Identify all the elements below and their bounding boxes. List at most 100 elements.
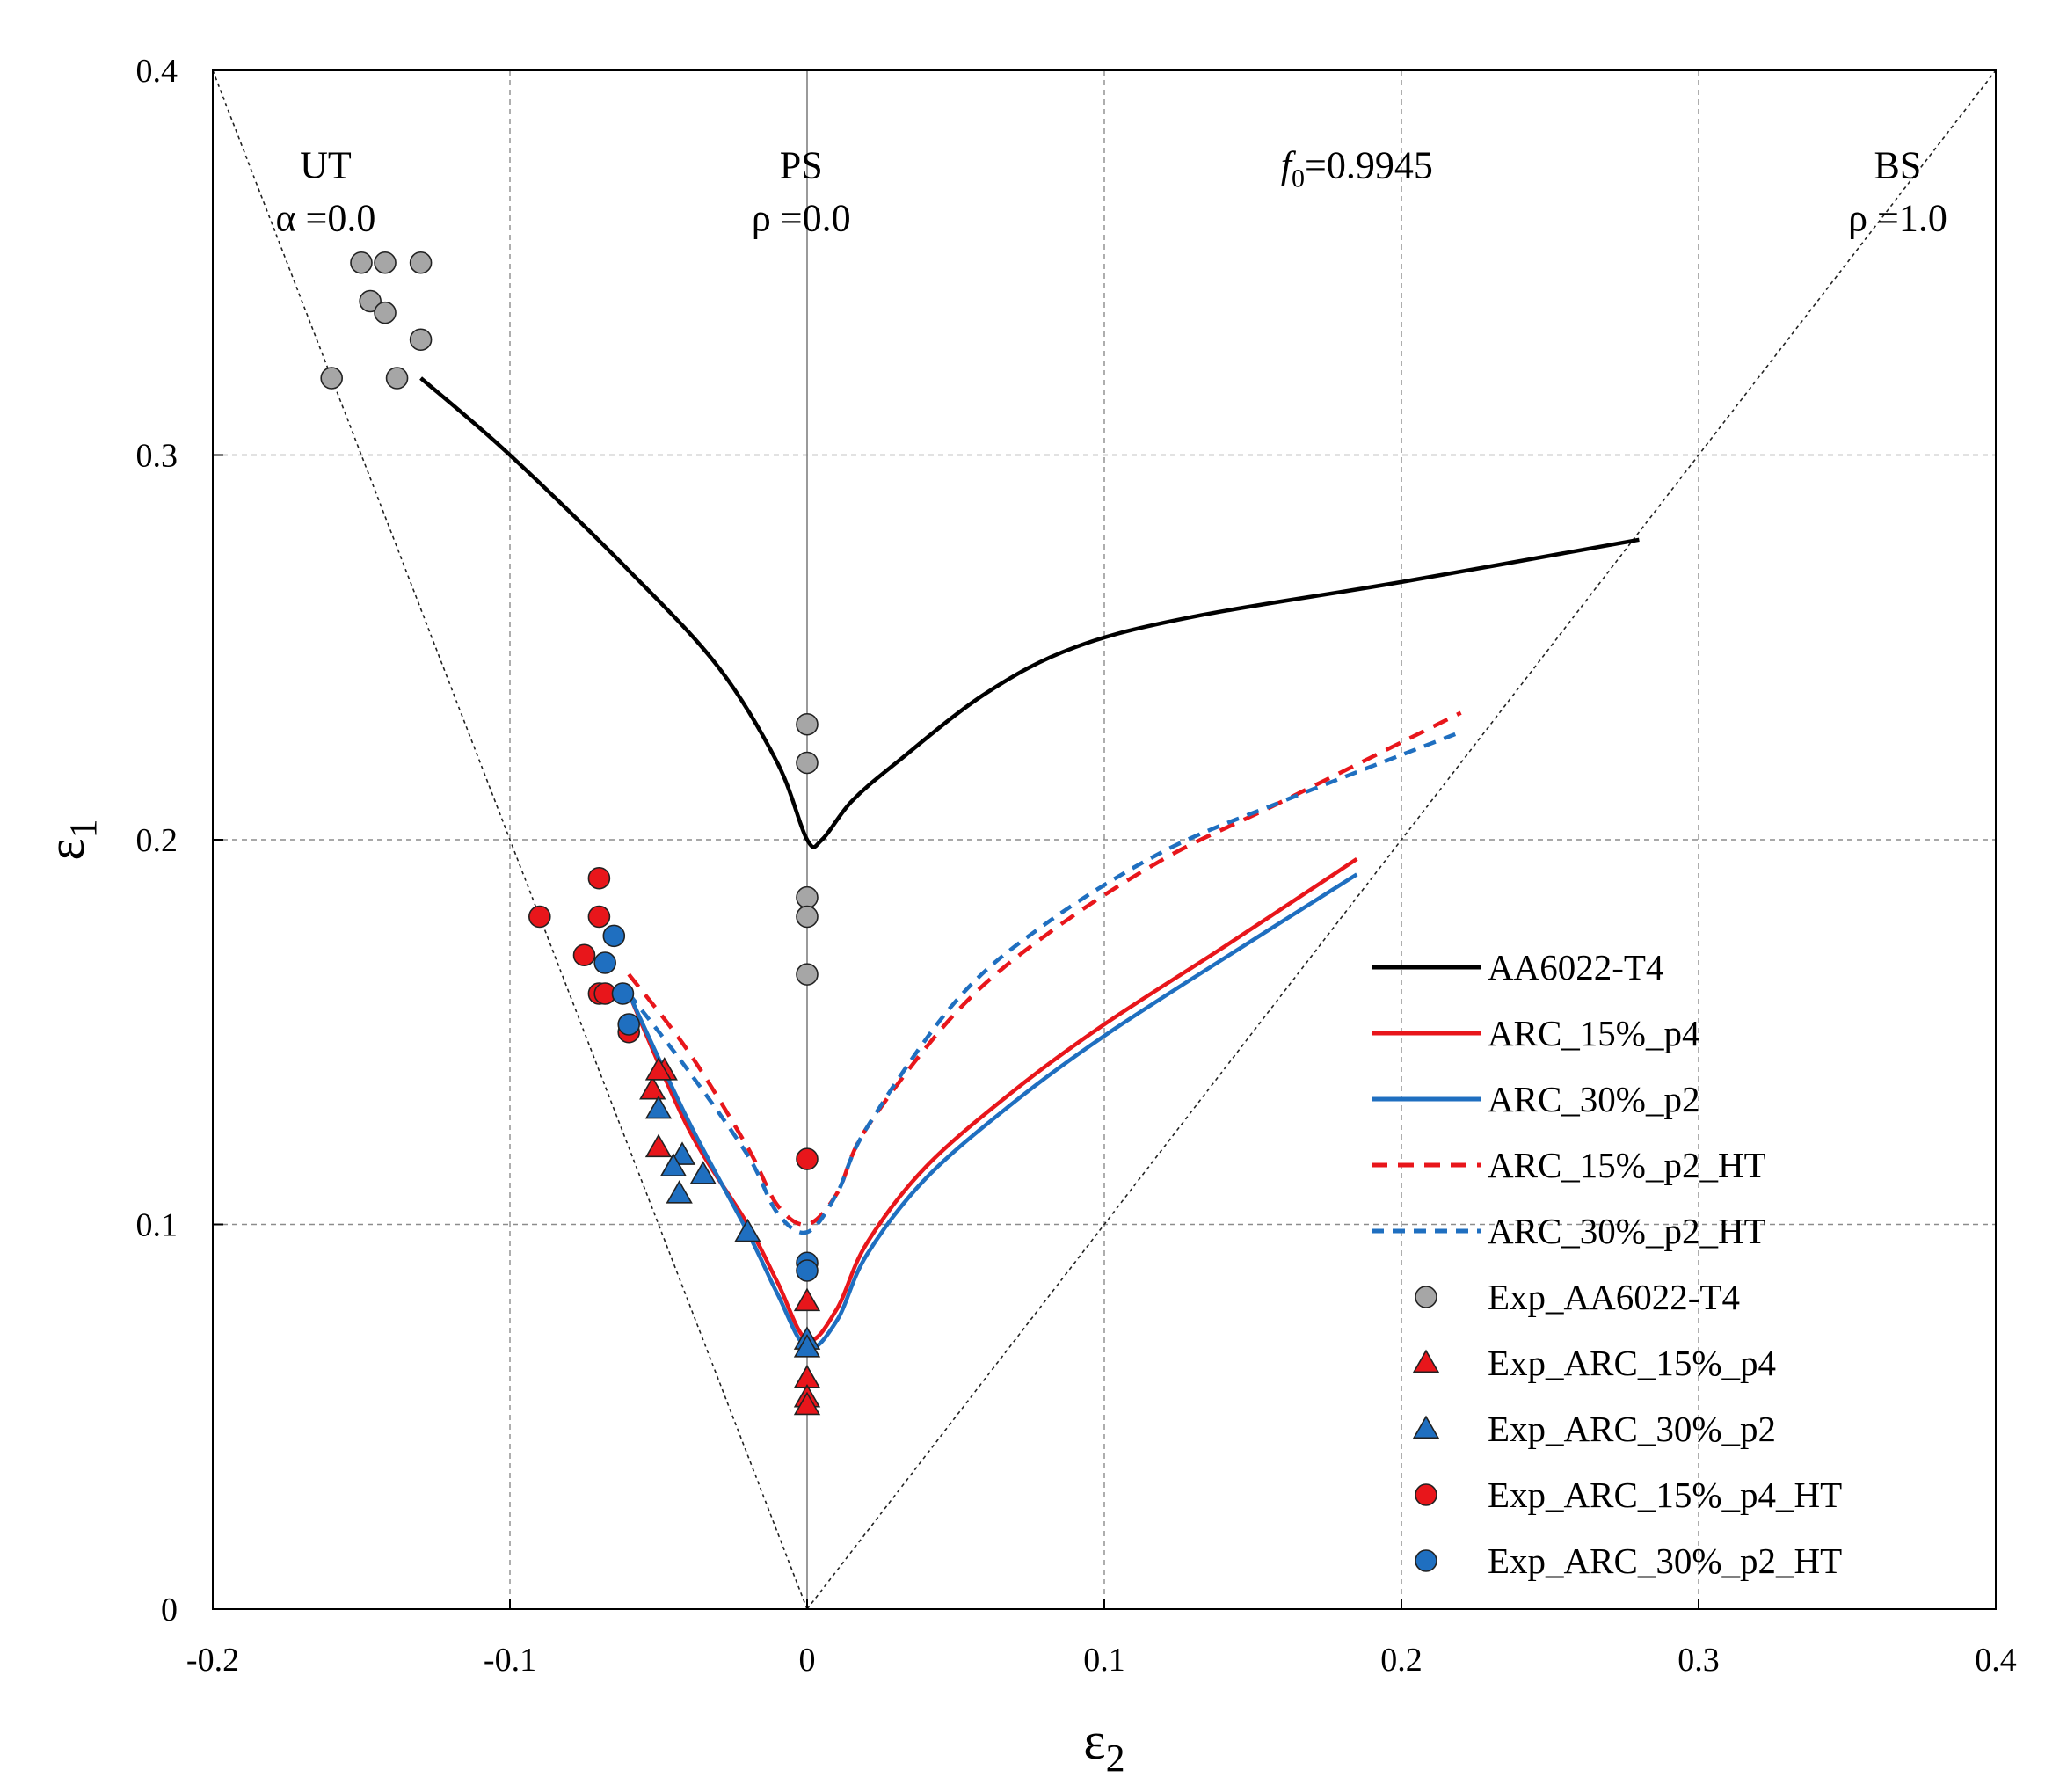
- data-point: [644, 1057, 673, 1081]
- legend-swatch-marker: [1415, 1483, 1437, 1506]
- data-point: [689, 1161, 717, 1184]
- legend-label: ARC_30%_p2: [1488, 1079, 1699, 1119]
- x-tick-label: 0.4: [1975, 1642, 2017, 1679]
- legend-label: ARC_15%_p2_HT: [1488, 1145, 1766, 1185]
- data-point: [796, 905, 819, 929]
- data-point: [611, 982, 635, 1005]
- biaxial-stretch-line: [806, 69, 1997, 1610]
- data-point: [374, 251, 397, 274]
- x-tick-label: -0.1: [484, 1642, 536, 1679]
- legend-item-arc-30pct-p2: ARC_30%_p2: [1372, 1079, 1699, 1119]
- data-point: [639, 1075, 666, 1100]
- legend-item-exp-arc-30pct-p2: Exp_ARC_30%_p2: [1412, 1409, 1776, 1449]
- legend-item-exp-aa6022-t4: Exp_AA6022-T4: [1415, 1277, 1740, 1317]
- data-point: [644, 1095, 673, 1119]
- data-point: [793, 1334, 821, 1358]
- data-point: [796, 712, 819, 736]
- series-points-exp-arc-30pct-p2-ht: [593, 924, 819, 1282]
- data-point: [385, 367, 409, 390]
- data-point: [796, 885, 819, 909]
- x-tick-label: -0.2: [186, 1642, 239, 1679]
- annotation-line: UT: [300, 144, 352, 187]
- data-point: [409, 251, 433, 274]
- data-point: [572, 943, 596, 967]
- data-point: [659, 1153, 688, 1177]
- series-line-aa6022-t4: [419, 376, 1640, 849]
- y-axis-title-main: ε: [37, 838, 95, 860]
- legend-item-arc-15pct-p4: ARC_15%_p4: [1372, 1013, 1699, 1053]
- x-tick-label: 0.2: [1380, 1642, 1423, 1679]
- annotation-ps: PS ρ =0.0: [752, 144, 851, 240]
- annotation-line: BS: [1874, 144, 1922, 187]
- legend-swatch-marker: [1415, 1549, 1437, 1572]
- axis-ticks: -0.2 -0.1 0 0.1 0.2 0.3 0.4 0 0.1 0.2 0.3 0.4: [136, 53, 2017, 1679]
- data-point: [666, 1180, 693, 1204]
- annotation-line: ρ =0.0: [752, 197, 851, 240]
- y-tick-label: 0: [161, 1592, 178, 1628]
- legend-swatch-marker: [1412, 1415, 1440, 1439]
- legend-item-arc-30pct-p2-ht: ARC_30%_p2_HT: [1372, 1211, 1766, 1251]
- annotation-bs: BS ρ =1.0: [1848, 144, 1947, 240]
- data-point: [796, 1147, 819, 1170]
- legend-label: Exp_AA6022-T4: [1488, 1277, 1740, 1317]
- annotation-ut: UT α =0.0: [276, 144, 376, 240]
- series-points-exp-arc-30pct-p2: [644, 1095, 821, 1358]
- legend-item-exp-arc-15pct-p4-ht: Exp_ARC_15%_p4_HT: [1415, 1475, 1842, 1515]
- data-point: [796, 1259, 819, 1282]
- y-tick-label: 0.2: [136, 822, 178, 859]
- x-axis-title-sub: 2: [1106, 1737, 1125, 1780]
- x-axis-title: ε2: [1083, 1712, 1124, 1780]
- legend-item-exp-arc-30pct-p2-ht: Exp_ARC_30%_p2_HT: [1415, 1541, 1842, 1581]
- legend-item-exp-arc-15pct-p4: Exp_ARC_15%_p4: [1412, 1343, 1776, 1383]
- x-tick-label: 0.3: [1677, 1642, 1720, 1679]
- series-line-arc-30pct-p2: [627, 872, 1358, 1351]
- data-point: [528, 905, 551, 929]
- data-point: [374, 301, 397, 324]
- y-axis-title-sub: 1: [62, 819, 105, 838]
- series-points-exp-aa6022-t4: [320, 251, 819, 986]
- y-tick-label: 0.3: [136, 438, 178, 475]
- data-point: [350, 251, 373, 274]
- y-tick-label: 0.4: [136, 53, 178, 90]
- data-point: [793, 1391, 821, 1416]
- data-point: [320, 367, 344, 390]
- series-line-arc-30pct-p2-ht: [627, 730, 1462, 1235]
- data-point: [796, 963, 819, 986]
- x-axis-title-main: ε: [1083, 1712, 1105, 1770]
- data-point: [617, 1013, 641, 1036]
- x-tick-label: 0: [799, 1642, 816, 1679]
- data-point: [359, 289, 382, 313]
- legend-label: Exp_ARC_30%_p2_HT: [1488, 1541, 1842, 1581]
- legend-swatch-marker: [1415, 1286, 1437, 1308]
- legend-label: AA6022-T4: [1488, 947, 1663, 987]
- annotation-line: ρ =1.0: [1848, 197, 1947, 240]
- data-point: [644, 1133, 673, 1158]
- series-points-exp-arc-15pct-p4: [639, 1057, 821, 1416]
- data-point: [796, 751, 819, 775]
- annotation-line: α =0.0: [276, 197, 376, 240]
- series-points: [320, 251, 821, 1416]
- legend-item-arc-15pct-p2-ht: ARC_15%_p2_HT: [1372, 1145, 1766, 1185]
- series-lines: [419, 376, 1640, 1351]
- annotations: UT α =0.0PS ρ =0.0f0=0.9945 BS ρ =1.0: [276, 144, 1947, 240]
- annotation-value: =0.9945: [1305, 144, 1433, 187]
- legend-label: Exp_ARC_30%_p2: [1488, 1409, 1776, 1449]
- data-point: [602, 924, 626, 948]
- data-point: [587, 905, 611, 929]
- legend-label: ARC_30%_p2_HT: [1488, 1211, 1766, 1251]
- legend-swatch-marker: [1412, 1349, 1440, 1373]
- data-point: [793, 1287, 821, 1312]
- y-axis-title: ε1: [37, 819, 105, 860]
- legend-label: Exp_ARC_15%_p4: [1488, 1343, 1776, 1383]
- data-point: [734, 1218, 761, 1242]
- x-tick-label: 0.1: [1083, 1642, 1125, 1679]
- annotation-sub: 0: [1292, 164, 1305, 193]
- annotation-line: PS: [780, 144, 823, 187]
- data-point: [587, 866, 611, 890]
- uniaxial-tension-line: [212, 69, 808, 1610]
- data-point: [593, 951, 616, 974]
- legend-label: ARC_15%_p4: [1488, 1013, 1699, 1053]
- data-point: [409, 328, 433, 352]
